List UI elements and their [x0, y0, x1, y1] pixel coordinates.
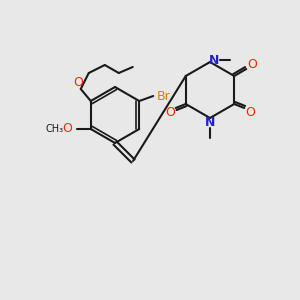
- Text: O: O: [247, 58, 257, 70]
- Text: O: O: [73, 76, 83, 89]
- Text: Br: Br: [156, 89, 170, 103]
- Text: CH₃: CH₃: [46, 124, 64, 134]
- Text: N: N: [205, 116, 215, 128]
- Text: O: O: [62, 122, 72, 136]
- Text: O: O: [245, 106, 255, 119]
- Text: O: O: [165, 106, 175, 119]
- Text: N: N: [209, 53, 219, 67]
